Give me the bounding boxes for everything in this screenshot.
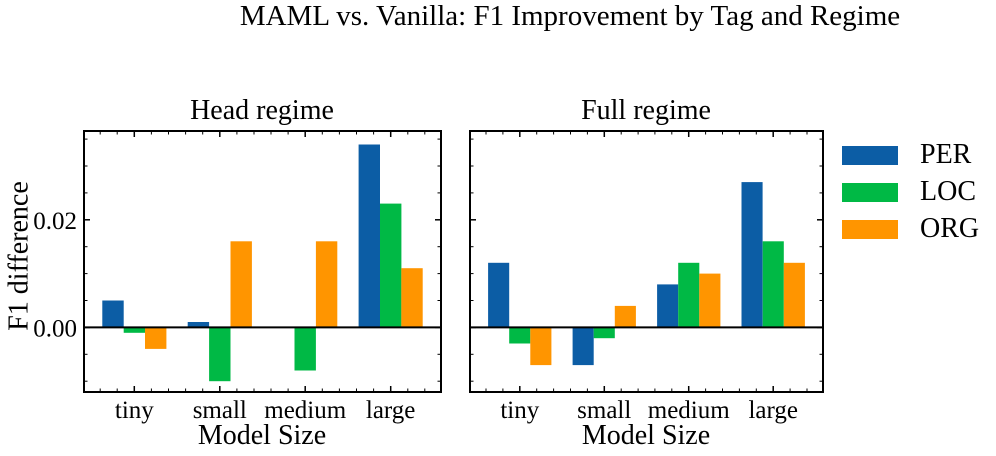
legend-swatch-per bbox=[842, 145, 898, 165]
bar-full-regime-per-tiny bbox=[488, 262, 510, 328]
figure-title: MAML vs. Vanilla: F1 Improvement by Tag … bbox=[239, 0, 901, 32]
bar-full-regime-loc-small bbox=[593, 327, 615, 339]
bar-head-regime-org-small bbox=[230, 241, 252, 328]
x-tick-label-medium: medium bbox=[264, 397, 346, 424]
x-axis-label-full: Model Size bbox=[581, 420, 711, 451]
subplot-title-head-regime: Head regime bbox=[190, 95, 334, 126]
y-axis-label: F1 difference bbox=[3, 181, 35, 331]
x-tick-label-small: small bbox=[193, 397, 247, 424]
bar-head-regime-per-tiny bbox=[102, 300, 124, 328]
x-tick-label-large: large bbox=[366, 397, 416, 424]
x-tick-label-tiny: tiny bbox=[115, 397, 154, 424]
bar-head-regime-org-tiny bbox=[145, 327, 167, 349]
bar-full-regime-per-medium bbox=[657, 284, 679, 328]
bar-full-regime-per-small bbox=[572, 327, 594, 366]
bar-full-regime-org-tiny bbox=[530, 327, 552, 366]
bar-head-regime-per-large bbox=[358, 144, 380, 328]
subplot-title-full-regime: Full regime bbox=[581, 95, 711, 126]
bar-full-regime-loc-large bbox=[762, 241, 784, 328]
bar-head-regime-loc-medium bbox=[294, 327, 316, 371]
legend-swatch-org bbox=[842, 219, 898, 239]
bar-full-regime-org-medium bbox=[699, 273, 721, 328]
bar-head-regime-per-small bbox=[187, 322, 210, 328]
bar-head-regime-loc-small bbox=[209, 327, 231, 382]
legend-swatch-loc bbox=[842, 182, 898, 202]
y-tick-label-0.02: 0.02 bbox=[33, 208, 77, 235]
legend-item-per: PER bbox=[842, 140, 979, 170]
legend-item-org: ORG bbox=[842, 214, 979, 244]
bar-full-regime-loc-tiny bbox=[509, 327, 531, 344]
bar-head-regime-loc-large bbox=[380, 203, 402, 328]
x-tick-label-small: small bbox=[577, 397, 631, 424]
bar-full-regime-per-large bbox=[741, 182, 763, 328]
bar-head-regime-org-large bbox=[401, 268, 423, 328]
legend-label-per: PER bbox=[920, 139, 972, 170]
bar-head-regime-org-medium bbox=[315, 241, 338, 328]
bar-head-regime-loc-tiny bbox=[123, 327, 146, 333]
bar-full-regime-loc-medium bbox=[678, 262, 700, 328]
legend-item-loc: LOC bbox=[842, 177, 979, 207]
axes-frame-full-regime bbox=[469, 130, 824, 393]
bar-full-regime-org-small bbox=[614, 305, 636, 328]
x-tick-label-medium: medium bbox=[648, 397, 730, 424]
legend: PER LOC ORG bbox=[842, 140, 979, 251]
axes-frame-head-regime bbox=[83, 130, 442, 393]
legend-label-org: ORG bbox=[920, 213, 980, 244]
x-tick-label-tiny: tiny bbox=[500, 397, 539, 424]
legend-label-loc: LOC bbox=[920, 176, 976, 207]
x-axis-label-head: Model Size bbox=[197, 420, 327, 451]
bar-full-regime-org-large bbox=[783, 262, 805, 328]
y-tick-label-0.00: 0.00 bbox=[33, 315, 77, 342]
x-tick-label-large: large bbox=[748, 397, 798, 424]
